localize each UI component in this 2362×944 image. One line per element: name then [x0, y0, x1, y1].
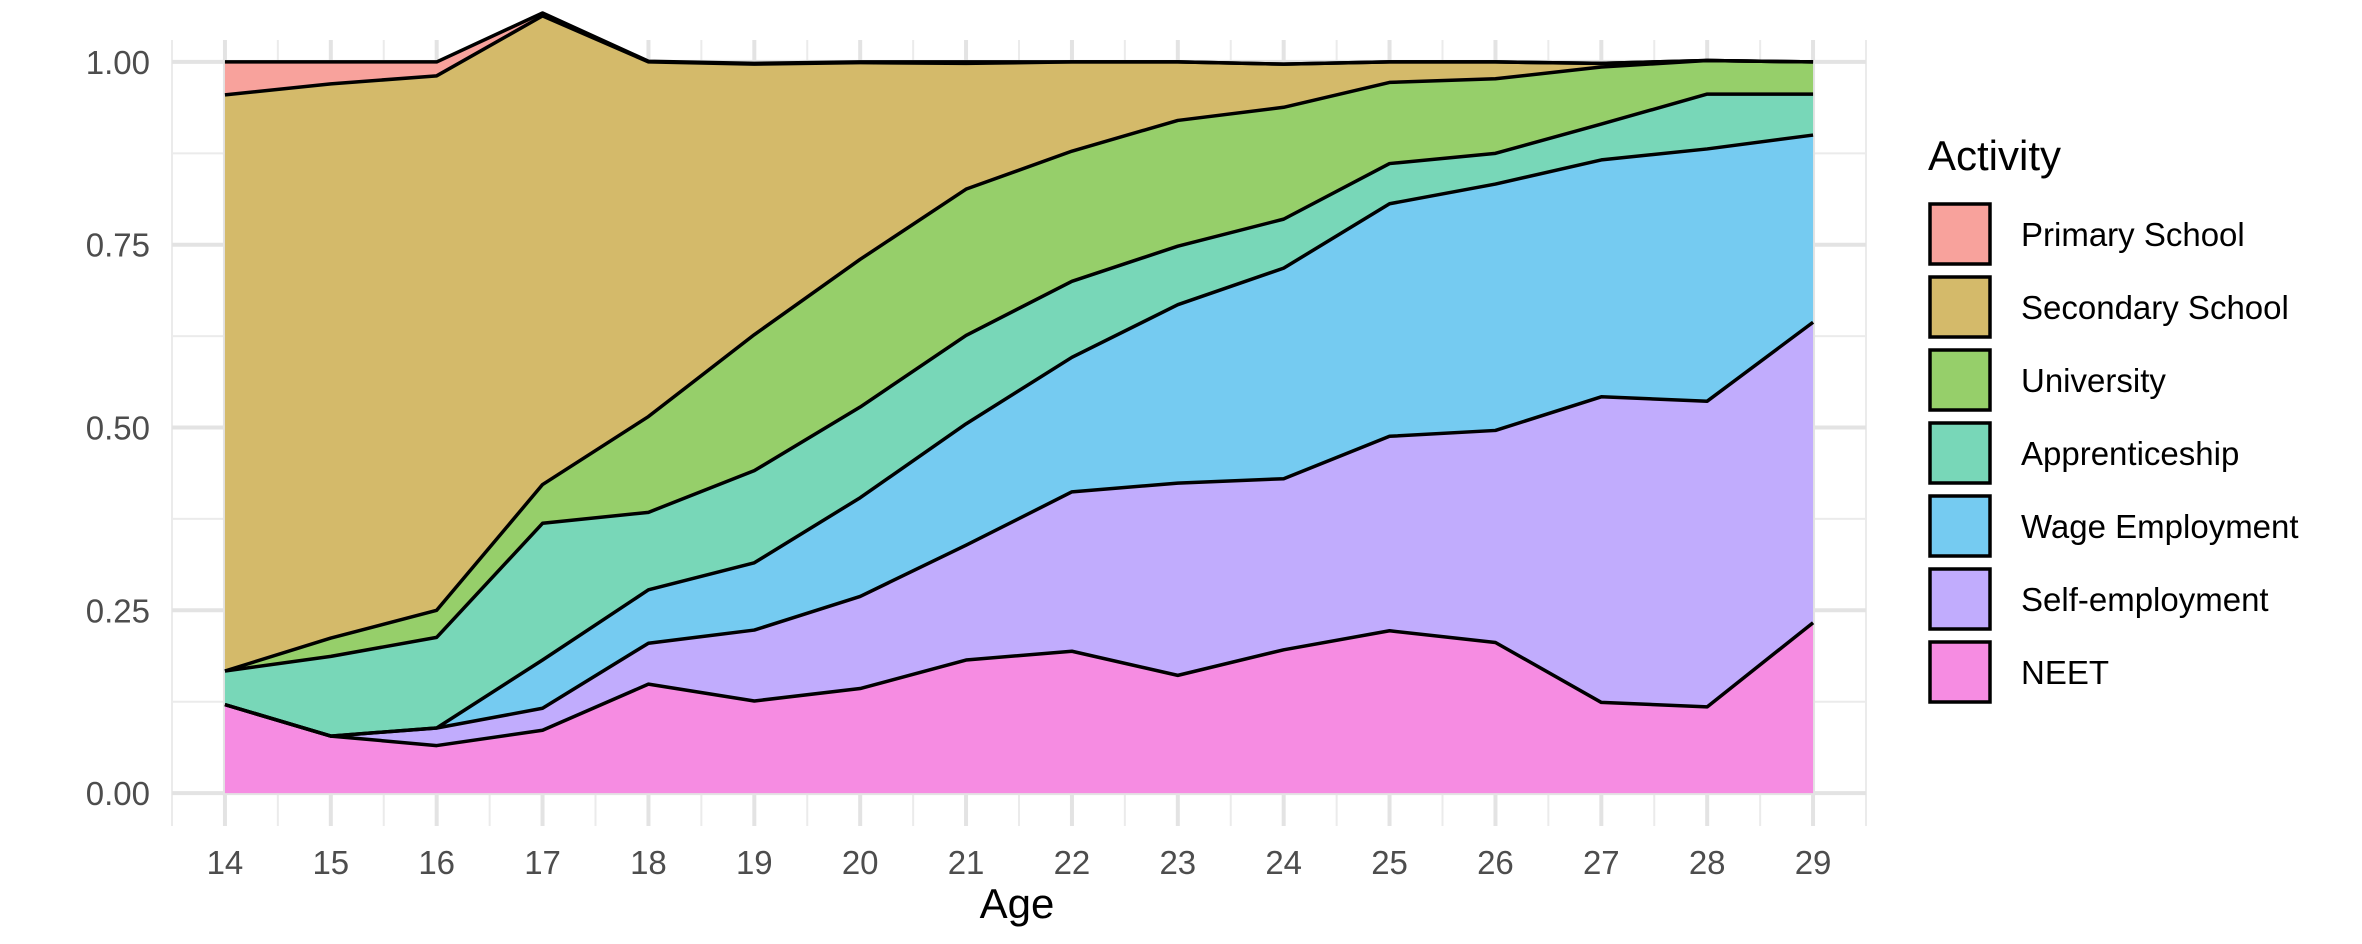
- area-apprenticeship: [224, 94, 1814, 737]
- y-tick-label: 0.75: [86, 227, 150, 264]
- legend-label-wage-employment: Wage Employment: [2021, 508, 2299, 545]
- legend-key-university: [1928, 348, 1992, 412]
- legend-item-apprenticeship: Apprenticeship: [1928, 421, 2239, 485]
- x-tick-label: 22: [1054, 844, 1091, 881]
- legend-key-apprenticeship: [1928, 421, 1992, 485]
- line-apprenticeship: [224, 92, 1814, 673]
- y-tick-label: 0.00: [86, 775, 150, 812]
- x-tick-label: 16: [418, 844, 455, 881]
- area-university: [224, 60, 1814, 671]
- legend-key-primary-school: [1928, 202, 1992, 266]
- area-self-employment: [224, 322, 1814, 746]
- x-tick-label: 15: [312, 844, 349, 881]
- legend-label-neet: NEET: [2021, 654, 2109, 691]
- x-tick-label: 21: [948, 844, 985, 881]
- legend-title: Activity: [1928, 132, 2061, 179]
- legend-label-self-employment: Self-employment: [2021, 581, 2269, 618]
- legend-item-secondary-school: Secondary School: [1928, 275, 2289, 339]
- x-tick-label: 26: [1477, 844, 1514, 881]
- x-axis-title: Age: [980, 880, 1055, 927]
- legend-item-wage-employment: Wage Employment: [1928, 494, 2299, 558]
- legend-item-neet: NEET: [1928, 640, 2109, 704]
- legend-key-neet: [1928, 640, 1992, 704]
- y-axis-ticks: 0.00 0.25 0.50 0.75 1.00: [86, 44, 150, 812]
- y-tick-label: 1.00: [86, 44, 150, 81]
- legend-key-secondary-school: [1928, 275, 1992, 339]
- area-boundary-lines: [224, 11, 1815, 748]
- legend-item-primary-school: Primary School: [1928, 202, 2245, 266]
- y-tick-label: 0.50: [86, 410, 150, 447]
- line-self-employment: [224, 320, 1815, 738]
- area-layers: [224, 12, 1814, 794]
- area-wage-employment: [224, 135, 1814, 737]
- legend-key-self-employment: [1928, 567, 1992, 631]
- y-tick-label: 0.25: [86, 592, 150, 629]
- x-tick-label: 20: [842, 844, 879, 881]
- x-tick-label: 14: [207, 844, 244, 881]
- line-neet: [224, 621, 1815, 748]
- x-tick-label: 29: [1795, 844, 1832, 881]
- area-secondary-school: [224, 15, 1814, 671]
- line-university: [224, 58, 1814, 673]
- x-tick-label: 23: [1159, 844, 1196, 881]
- x-tick-label: 28: [1689, 844, 1726, 881]
- legend-key-wage-employment: [1928, 494, 1992, 558]
- x-tick-label: 25: [1371, 844, 1408, 881]
- x-tick-label: 19: [736, 844, 773, 881]
- legend-item-university: University: [1928, 348, 2166, 412]
- x-tick-label: 27: [1583, 844, 1620, 881]
- x-tick-label: 18: [630, 844, 667, 881]
- legend-items: Primary School Secondary School University…: [1928, 202, 2299, 704]
- line-primary-school: [224, 11, 1814, 66]
- area-neet: [224, 622, 1814, 794]
- legend-label-primary-school: Primary School: [2021, 216, 2245, 253]
- x-axis-ticks: 14 15 16 17 18 19 20 21 22 23 24 25 26 27 28 29: [207, 844, 1832, 881]
- line-wage-employment: [224, 133, 1814, 738]
- x-tick-label: 17: [524, 844, 561, 881]
- legend-label-apprenticeship: Apprenticeship: [2021, 435, 2239, 472]
- legend-item-self-employment: Self-employment: [1928, 567, 2269, 631]
- legend-label-secondary-school: Secondary School: [2021, 289, 2289, 326]
- legend-label-university: University: [2021, 362, 2166, 399]
- x-tick-label: 24: [1265, 844, 1302, 881]
- legend: Activity Primary School Secondary School U…: [1928, 132, 2299, 704]
